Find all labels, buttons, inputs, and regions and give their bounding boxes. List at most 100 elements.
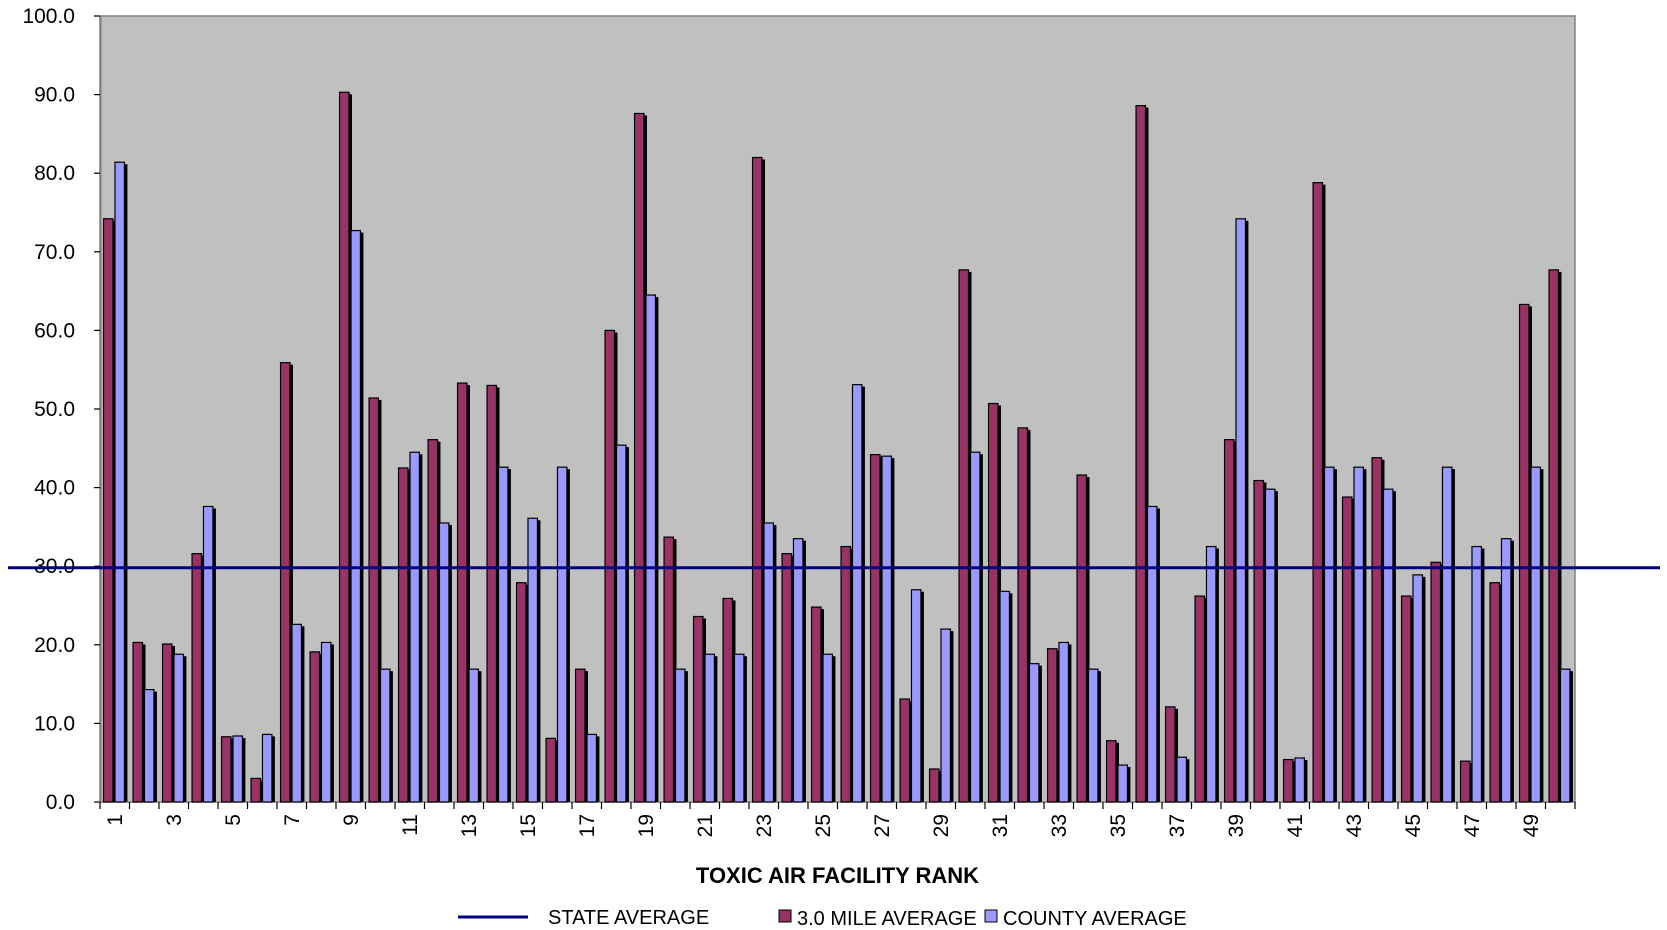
x-tick-label: 33: [1048, 814, 1071, 837]
bar-3mile-9: [338, 91, 350, 803]
bar-county-16: [556, 466, 568, 803]
bar-county-5: [232, 735, 244, 803]
bar-3mile-4: [191, 553, 203, 803]
bar-county-50-shadow: [1568, 671, 1573, 802]
bar-county-47: [1471, 545, 1483, 803]
bar-3mile-17: [574, 668, 586, 803]
bar-3mile-18: [604, 329, 616, 803]
bar-county-26-shadow: [860, 386, 865, 802]
bar-3mile-27-shadow: [878, 456, 883, 802]
bar-3mile-24: [781, 553, 793, 803]
x-tick-label: 29: [930, 814, 953, 837]
bar-county-20-shadow: [683, 671, 688, 802]
y-tick-label: 100.0: [22, 5, 75, 28]
legend-3mile-label: 3.0 MILE AVERAGE: [797, 908, 977, 930]
bar-county-8: [320, 641, 332, 803]
bar-county-49: [1530, 466, 1542, 803]
bar-3mile-13: [456, 382, 468, 803]
bar-county-45: [1412, 574, 1424, 803]
bar-3mile-10: [368, 397, 380, 803]
bar-3mile-42-shadow: [1321, 184, 1326, 802]
bar-3mile-12: [427, 439, 439, 803]
x-tick-label: 47: [1461, 814, 1484, 837]
y-tick-label: 80.0: [34, 162, 75, 185]
bar-3mile-14: [486, 384, 498, 803]
x-tick-label: 35: [1107, 814, 1130, 837]
bar-3mile-11: [397, 467, 409, 803]
bar-county-18: [615, 444, 627, 803]
bar-county-28-shadow: [919, 591, 924, 802]
bar-3mile-48-shadow: [1498, 584, 1503, 802]
bar-county-37: [1176, 756, 1188, 803]
bar-3mile-5: [220, 736, 232, 803]
bar-3mile-20-shadow: [672, 539, 677, 802]
x-tick-label: 5: [222, 814, 245, 826]
bar-3mile-37: [1164, 706, 1176, 803]
x-tick-label: 7: [281, 814, 304, 826]
bar-county-48: [1500, 538, 1512, 803]
bar-3mile-31-shadow: [996, 405, 1001, 802]
bar-county-42-shadow: [1332, 469, 1337, 802]
bar-3mile-38: [1194, 595, 1206, 803]
bar-3mile-16-shadow: [554, 740, 559, 802]
bar-county-33: [1058, 641, 1070, 803]
bar-3mile-15: [515, 582, 527, 803]
x-axis-title: TOXIC AIR FACILITY RANK: [696, 863, 979, 888]
x-tick-label: 37: [1166, 814, 1189, 837]
bar-3mile-45: [1400, 595, 1412, 803]
bar-county-47-shadow: [1480, 548, 1485, 802]
bar-county-7-shadow: [300, 626, 305, 802]
bar-county-41: [1294, 757, 1306, 803]
bar-3mile-13-shadow: [465, 385, 470, 802]
x-tick-label: 25: [812, 814, 835, 837]
bar-3mile-10-shadow: [377, 399, 382, 802]
bar-county-38: [1205, 545, 1217, 803]
bar-3mile-9-shadow: [347, 94, 352, 802]
bar-county-24: [792, 538, 804, 803]
bar-3mile-22: [722, 597, 734, 803]
bar-county-17: [586, 733, 598, 803]
legend-3mile-swatch: [778, 909, 792, 923]
bar-county-22: [733, 653, 745, 803]
bar-county-21-shadow: [713, 656, 718, 802]
bar-county-27: [881, 455, 893, 803]
x-tick-label: 23: [753, 814, 776, 837]
bar-county-44: [1382, 488, 1394, 803]
bar-3mile-35: [1105, 740, 1117, 803]
bar-3mile-38-shadow: [1203, 598, 1208, 802]
bar-3mile-20: [663, 536, 675, 803]
bar-3mile-23-shadow: [760, 159, 765, 803]
bar-county-49-shadow: [1539, 469, 1544, 802]
legend-county-swatch: [984, 909, 998, 923]
bar-3mile-41: [1282, 758, 1294, 803]
x-tick-label: 31: [989, 814, 1012, 837]
bar-3mile-50-shadow: [1557, 271, 1562, 802]
bar-county-17-shadow: [595, 736, 600, 802]
bar-county-45-shadow: [1421, 576, 1426, 802]
x-tick-label: 19: [635, 814, 658, 837]
bar-3mile-29: [928, 768, 940, 803]
bar-3mile-43: [1341, 496, 1353, 803]
bar-3mile-26: [840, 545, 852, 803]
bar-county-43: [1353, 466, 1365, 803]
bar-3mile-25: [810, 606, 822, 803]
bar-county-22-shadow: [742, 656, 747, 802]
bar-3mile-6: [250, 777, 262, 803]
bar-3mile-15-shadow: [524, 584, 529, 802]
bar-3mile-49-shadow: [1527, 306, 1532, 802]
bar-3mile-21-shadow: [701, 618, 706, 802]
y-tick-label: 60.0: [34, 319, 75, 342]
x-tick-label: 9: [340, 814, 363, 826]
bar-county-39-shadow: [1244, 220, 1249, 803]
bar-3mile-46-shadow: [1439, 564, 1444, 802]
y-tick-label: 20.0: [34, 634, 75, 657]
bar-county-8-shadow: [329, 644, 334, 802]
bar-county-9-shadow: [359, 232, 364, 802]
bar-county-12-shadow: [447, 524, 452, 802]
bar-county-10-shadow: [388, 671, 393, 802]
bar-county-38-shadow: [1214, 548, 1219, 802]
bar-county-13: [468, 668, 480, 803]
bar-county-28: [910, 589, 922, 803]
bar-county-13-shadow: [477, 671, 482, 802]
